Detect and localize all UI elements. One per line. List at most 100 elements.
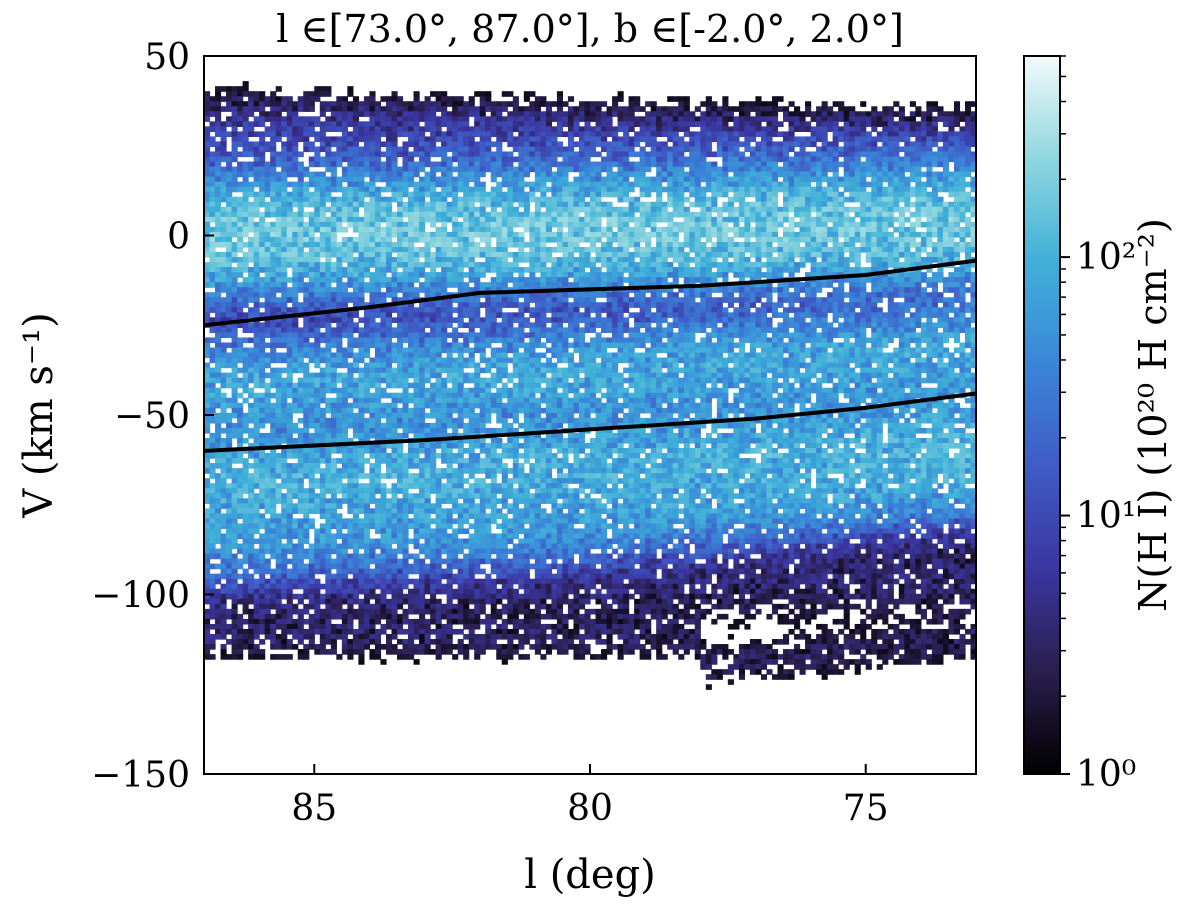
heatmap-cell [385, 623, 393, 630]
heatmap-cell [297, 307, 304, 313]
heatmap-cell [408, 538, 415, 545]
heatmap-cell [385, 257, 393, 263]
heatmap-cell [281, 493, 288, 499]
heatmap-cell [308, 568, 315, 575]
heatmap-cell [385, 111, 393, 117]
heatmap-cell [385, 252, 393, 258]
heatmap-cell [385, 538, 393, 545]
heatmap-cell [314, 297, 321, 303]
heatmap-cell [204, 528, 211, 535]
heatmap-cell [297, 654, 304, 660]
heatmap-cell [380, 246, 387, 253]
heatmap-cell [231, 568, 238, 575]
heatmap-cell [231, 287, 238, 293]
heatmap-cell [303, 327, 310, 334]
heatmap-cell [253, 176, 260, 183]
heatmap-cell [424, 236, 431, 243]
heatmap-cell [264, 146, 271, 153]
heatmap-cell [430, 221, 437, 228]
heatmap-cell [435, 307, 442, 313]
heatmap-cell [435, 417, 442, 424]
heatmap-cell [259, 498, 266, 504]
heatmap-cell [248, 387, 255, 394]
heatmap-cell [341, 573, 348, 580]
heatmap-cell [292, 468, 299, 474]
heatmap-cell [446, 407, 453, 414]
heatmap-cell [380, 121, 387, 127]
heatmap-cell [275, 302, 282, 308]
heatmap-cell [424, 432, 431, 439]
heatmap-cell [341, 392, 348, 399]
heatmap-cell [226, 297, 233, 303]
heatmap-cell [479, 422, 486, 429]
heatmap-cell [441, 397, 448, 404]
heatmap-cell [457, 473, 464, 479]
heatmap-cell [463, 191, 470, 198]
heatmap-cell [253, 578, 260, 585]
heatmap-cell [374, 543, 382, 550]
heatmap-cell [264, 126, 271, 132]
heatmap-cell [292, 387, 299, 394]
heatmap-cell [457, 277, 464, 283]
heatmap-cell [374, 191, 382, 198]
heatmap-cell [402, 171, 409, 178]
heatmap-cell [220, 463, 227, 469]
heatmap-cell [308, 317, 315, 323]
heatmap-cell [325, 458, 332, 464]
heatmap-cell [380, 332, 387, 339]
heatmap-cell [446, 613, 453, 620]
heatmap-cell [270, 568, 277, 575]
heatmap-cell [286, 392, 293, 399]
heatmap-cell [253, 523, 260, 530]
heatmap-cell [380, 568, 387, 575]
heatmap-cell [435, 563, 442, 570]
heatmap-cell [468, 216, 475, 223]
heatmap-cell [264, 141, 271, 148]
heatmap-cell [297, 392, 304, 399]
heatmap-cell [441, 312, 448, 318]
heatmap-cell [446, 417, 453, 424]
heatmap-cell [408, 644, 415, 650]
heatmap-cell [253, 412, 260, 419]
heatmap-cell [286, 508, 293, 514]
heatmap-cell [441, 252, 448, 258]
heatmap-cell [215, 563, 222, 570]
heatmap-cell [248, 312, 255, 318]
heatmap-cell [474, 578, 481, 585]
heatmap-cell [314, 613, 321, 620]
heatmap-cell [397, 191, 404, 198]
heatmap-cell [242, 633, 249, 640]
heatmap-cell [303, 337, 310, 344]
heatmap-cell [319, 523, 326, 530]
heatmap-cell [259, 337, 266, 344]
heatmap-cell [204, 387, 211, 394]
heatmap-cell [308, 246, 315, 253]
heatmap-cell [226, 161, 233, 168]
heatmap-cell [402, 503, 409, 509]
heatmap-cell [270, 623, 277, 630]
heatmap-cell [430, 206, 437, 213]
heatmap-cell [374, 111, 382, 117]
heatmap-cell [242, 267, 249, 273]
heatmap-cell [408, 156, 415, 163]
heatmap-cell [281, 101, 288, 107]
heatmap-cell [270, 166, 277, 173]
heatmap-cell [319, 583, 326, 590]
heatmap-cell [385, 468, 393, 474]
heatmap-cell [452, 488, 459, 494]
heatmap-cell [352, 96, 359, 102]
heatmap-cell [303, 221, 310, 228]
heatmap-cell [402, 372, 409, 379]
heatmap-cell [452, 231, 459, 238]
heatmap-cell [319, 347, 326, 354]
heatmap-cell [347, 623, 354, 630]
heatmap-cell [319, 613, 326, 620]
heatmap-cell [419, 352, 426, 359]
heatmap-cell [408, 272, 415, 278]
heatmap-cell [369, 633, 376, 640]
heatmap-cell [385, 583, 393, 590]
heatmap-cell [303, 412, 310, 419]
heatmap-cell [226, 523, 233, 530]
heatmap-cell [479, 282, 486, 288]
heatmap-cell [446, 136, 453, 143]
